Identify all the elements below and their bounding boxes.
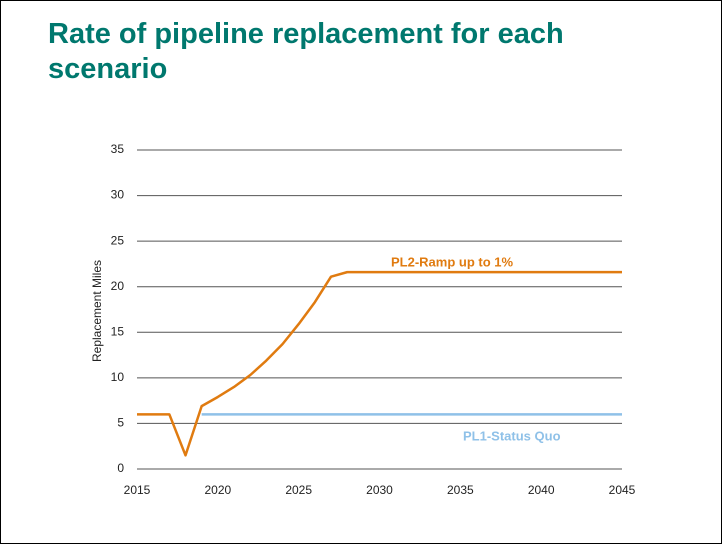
x-tick-label: 2030: [366, 483, 393, 497]
series-label: PL2-Ramp up to 1%: [391, 254, 514, 269]
y-tick-label: 20: [111, 279, 125, 293]
chart-title: Rate of pipeline replacement for each sc…: [48, 18, 564, 85]
x-tick-label: 2020: [204, 483, 231, 497]
x-tick-label: 2015: [124, 483, 151, 497]
y-tick-label: 15: [111, 324, 125, 338]
x-tick-label: 2035: [447, 483, 474, 497]
series-line: [137, 270, 622, 457]
y-tick-label: 5: [117, 416, 124, 430]
y-tick-label: 35: [111, 142, 125, 156]
y-tick-label: 25: [111, 233, 125, 247]
y-tick-label: 10: [111, 370, 125, 384]
y-axis-label: Replacement Miles: [90, 260, 104, 362]
series-label: PL1-Status Quo: [463, 428, 561, 443]
x-tick-label: 2045: [609, 483, 636, 497]
y-tick-label: 30: [111, 188, 125, 202]
y-tick-label: 0: [117, 461, 124, 475]
x-tick-label: 2040: [528, 483, 555, 497]
x-tick-label: 2025: [285, 483, 312, 497]
